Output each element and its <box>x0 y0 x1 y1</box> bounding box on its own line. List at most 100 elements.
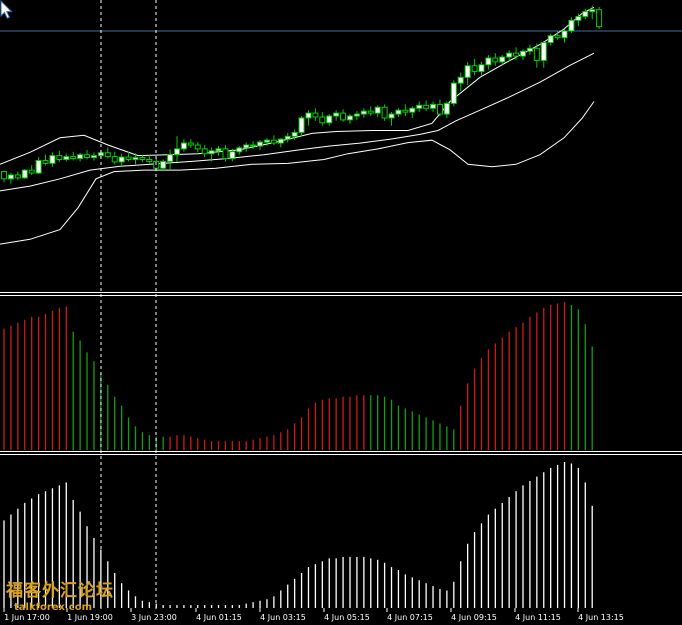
candle-body <box>118 156 125 163</box>
candle-body <box>84 154 91 159</box>
candle-body <box>430 103 437 109</box>
candle-body <box>353 113 360 117</box>
watermark-domain-text: talkforex.com <box>14 602 93 613</box>
candle-body <box>284 135 291 140</box>
candle-body <box>319 116 326 124</box>
candle-body <box>139 157 146 160</box>
candle-body <box>589 9 596 13</box>
candle-body <box>270 139 277 144</box>
time-axis-label: 1 Jun 19:00 <box>67 613 113 622</box>
candle-body <box>236 147 243 153</box>
time-axis-label: 3 Jun 23:00 <box>131 613 177 622</box>
candle-body <box>194 144 201 150</box>
candle-body <box>263 139 270 143</box>
bollinger-middle-band <box>0 52 595 192</box>
candle-body <box>1 171 7 180</box>
candle-body <box>568 19 575 32</box>
histogram-panel[interactable] <box>3 302 593 450</box>
candle-body <box>132 157 139 160</box>
candle-body <box>250 144 257 147</box>
candle-body <box>125 156 132 160</box>
candle-body <box>77 154 84 160</box>
candle-body <box>312 112 319 118</box>
candle-body <box>526 47 533 52</box>
candle-body <box>104 152 111 158</box>
candle-body <box>374 106 381 114</box>
candle-body <box>395 109 402 115</box>
time-axis-label: 4 Jun 09:15 <box>451 613 497 622</box>
candle-body <box>367 110 374 114</box>
candle-body <box>70 156 77 160</box>
candle-body <box>42 159 49 164</box>
candle-body <box>146 159 153 162</box>
panel-separators[interactable] <box>0 292 682 455</box>
candle-body <box>533 47 540 61</box>
candle-body <box>56 155 63 160</box>
main-price-panel[interactable] <box>0 5 682 245</box>
candle-body <box>28 169 35 174</box>
candle-body <box>187 142 194 146</box>
candle-body <box>596 9 603 28</box>
candle-body <box>360 110 367 115</box>
candle-body <box>540 42 547 61</box>
time-axis-label: 4 Jun 01:15 <box>196 613 242 622</box>
candle-body <box>257 141 264 147</box>
time-axis-label: 4 Jun 13:15 <box>578 613 624 622</box>
candle-body <box>277 138 284 144</box>
time-axis-label: 4 Jun 07:15 <box>387 613 433 622</box>
candle-body <box>582 11 589 17</box>
candle-body <box>381 106 388 119</box>
lower-indicator-panel[interactable] <box>3 462 593 608</box>
candle-body <box>326 115 333 124</box>
candle-body <box>520 50 526 57</box>
candle-body <box>436 103 443 115</box>
candle-body <box>388 113 395 119</box>
candle-body <box>443 102 450 115</box>
candle-body <box>423 104 430 109</box>
candle-body <box>229 151 236 160</box>
candle-body <box>478 64 485 73</box>
candle-body <box>180 142 187 150</box>
candle-body <box>575 15 582 21</box>
candle-body <box>21 169 28 179</box>
candle-body <box>506 52 513 58</box>
candle-body <box>215 148 222 152</box>
candle-body <box>63 156 70 161</box>
candle-body <box>561 30 568 39</box>
candle-body <box>402 109 409 113</box>
candle-body <box>485 57 492 66</box>
time-axis-label: 4 Jun 11:15 <box>515 613 561 622</box>
candle-body <box>208 150 215 155</box>
candle-body <box>14 174 21 179</box>
candle-body <box>547 35 554 44</box>
candle-body <box>298 117 305 133</box>
vertical-dashed-lines <box>100 0 157 612</box>
candle-body <box>409 107 416 113</box>
candle-body <box>340 112 347 121</box>
candle-body <box>291 131 298 137</box>
candle-body <box>333 112 340 117</box>
candle-body <box>416 104 423 109</box>
candle-body <box>305 112 312 119</box>
time-axis-label: 4 Jun 05:15 <box>324 613 370 622</box>
candle-body <box>201 148 208 155</box>
candle-body <box>160 160 167 169</box>
candle-body <box>499 56 506 63</box>
watermark-logo: 福客外汇论坛 talkforex.com <box>4 576 128 622</box>
arrow-cursor-icon <box>0 0 13 19</box>
bollinger-lower-band <box>0 101 595 245</box>
candle-body <box>174 148 180 156</box>
candle-body <box>513 52 520 57</box>
candle-body <box>167 154 174 162</box>
candle-body <box>554 35 561 39</box>
candle-body <box>450 82 457 104</box>
candle-body <box>111 156 118 163</box>
candle-body <box>222 148 229 160</box>
candle-body <box>492 57 499 63</box>
candle-body <box>49 155 56 164</box>
candle-body <box>471 65 478 73</box>
candle-body <box>457 76 464 84</box>
candle-body <box>347 115 353 121</box>
